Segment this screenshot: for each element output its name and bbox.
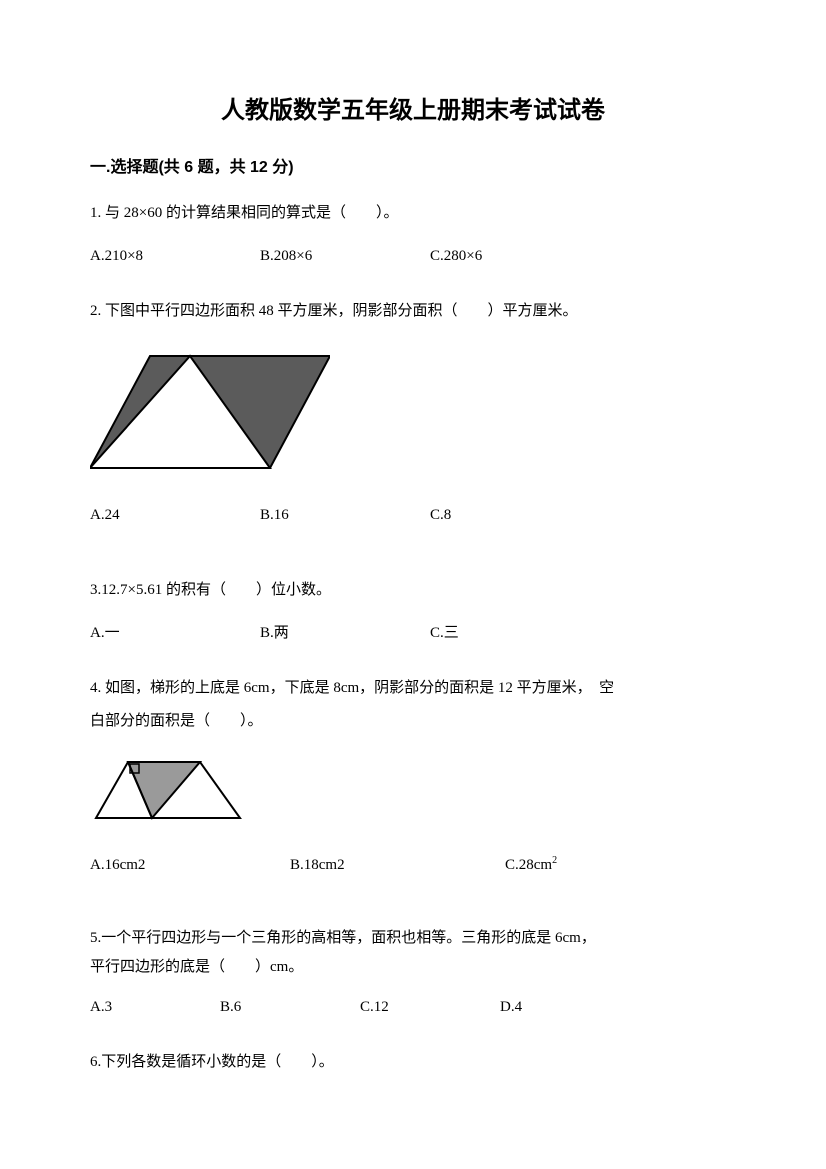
q1-text: 1. 与 28×60 的计算结果相同的算式是（ ）。 [90, 197, 736, 230]
q4-options: A.16cm2 B.18cm2 C.28cm2 [90, 849, 736, 882]
q4-opt-b: B.18cm2 [290, 849, 505, 882]
q3-opt-a: A.一 [90, 617, 260, 650]
q1-opt-b: B.208×6 [260, 240, 430, 273]
q5-text-line2: 平行四边形的底是（ ）cm。 [90, 953, 736, 982]
q3-options: A.一 B.两 C.三 [90, 617, 736, 650]
q4-figure [90, 756, 736, 831]
q2-text: 2. 下图中平行四边形面积 48 平方厘米，阴影部分面积（ ）平方厘米。 [90, 295, 736, 328]
section-heading-1: 一.选择题(共 6 题，共 12 分) [90, 153, 736, 177]
q5-options: A.3 B.6 C.12 D.4 [90, 991, 736, 1024]
q3-opt-b: B.两 [260, 617, 430, 650]
q4-text-line2: 白部分的面积是（ ）。 [90, 705, 736, 738]
q5-opt-a: A.3 [90, 991, 220, 1024]
q4-opt-c-text: C.28cm [505, 857, 552, 873]
q4-text-line1: 4. 如图，梯形的上底是 6cm，下底是 8cm，阴影部分的面积是 12 平方厘… [90, 672, 736, 705]
q3-text: 3.12.7×5.61 的积有（ ）位小数。 [90, 574, 736, 607]
q2-figure [90, 346, 736, 481]
q5-opt-d: D.4 [500, 991, 522, 1024]
q2-opt-b: B.16 [260, 499, 430, 532]
trapezoid-diagram [90, 756, 250, 826]
parallelogram-diagram [90, 346, 330, 476]
q6-text: 6.下列各数是循环小数的是（ ）。 [90, 1046, 736, 1079]
q2-opt-a: A.24 [90, 499, 260, 532]
q1-opt-c: C.280×6 [430, 240, 482, 273]
q2-options: A.24 B.16 C.8 [90, 499, 736, 532]
q4-opt-a: A.16cm2 [90, 849, 290, 882]
q4-opt-c-sup: 2 [552, 855, 557, 866]
q2-opt-c: C.8 [430, 499, 451, 532]
q5-text-line1: 5.一个平行四边形与一个三角形的高相等，面积也相等。三角形的底是 6cm， [90, 924, 736, 953]
q1-opt-a: A.210×8 [90, 240, 260, 273]
q4-opt-c: C.28cm2 [505, 849, 557, 882]
page-title: 人教版数学五年级上册期末考试试卷 [90, 90, 736, 125]
q1-options: A.210×8 B.208×6 C.280×6 [90, 240, 736, 273]
q5-opt-c: C.12 [360, 991, 500, 1024]
q5-opt-b: B.6 [220, 991, 360, 1024]
q3-opt-c: C.三 [430, 617, 459, 650]
